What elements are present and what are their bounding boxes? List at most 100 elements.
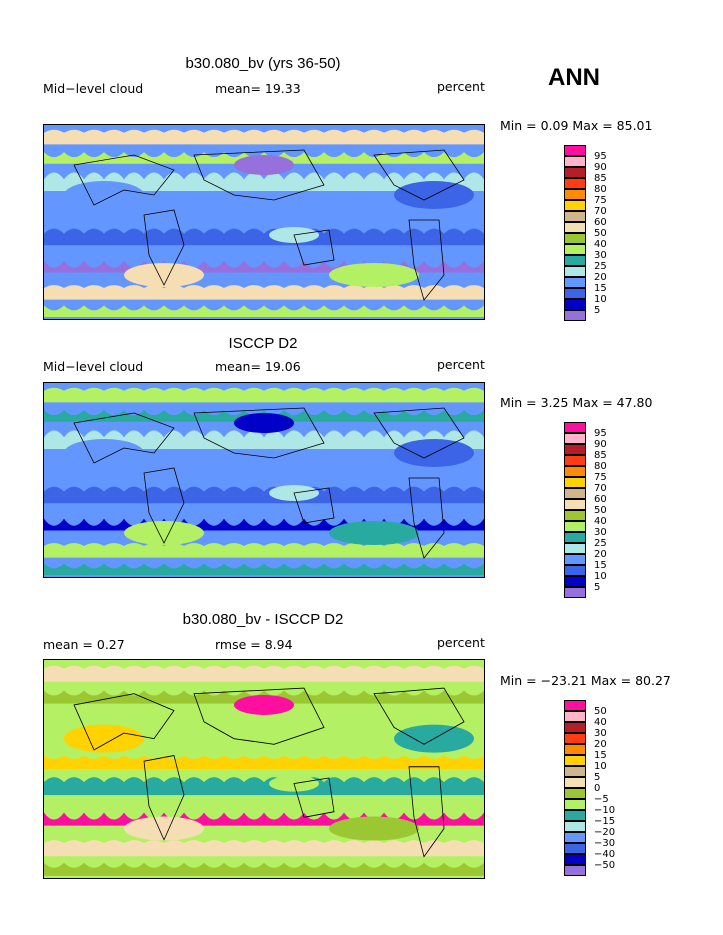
colorbar-label: 70 xyxy=(594,483,607,494)
colorbar-swatch xyxy=(564,200,586,211)
coastline xyxy=(73,154,175,206)
colorbar-swatch xyxy=(564,266,586,277)
colorbar-label: 95 xyxy=(594,151,607,162)
colorbar-label: 10 xyxy=(594,761,607,772)
colorbar-swatch xyxy=(564,422,586,433)
colorbar-swatch xyxy=(564,510,586,521)
contour-blob xyxy=(329,263,419,287)
colorbar-label: 20 xyxy=(594,549,607,560)
colorbar-swatch xyxy=(564,532,586,543)
colorbar-label: −40 xyxy=(594,849,616,860)
colorbar-label: 50 xyxy=(594,228,607,239)
colorbar-swatch xyxy=(564,499,586,510)
colorbar-swatch xyxy=(564,832,586,843)
colorbar-swatch xyxy=(564,455,586,466)
panel-2-mean-label: mean= 19.06 xyxy=(215,359,301,374)
panel-1-units-label: percent xyxy=(437,79,485,94)
coastline xyxy=(373,149,465,201)
colorbar-swatch xyxy=(564,433,586,444)
colorbar-swatch xyxy=(564,865,586,876)
colorbar-swatch xyxy=(564,722,586,733)
colorbar-label: 40 xyxy=(594,516,607,527)
panel-2-map xyxy=(43,382,485,578)
colorbar-label: 10 xyxy=(594,294,607,305)
colorbar-swatch xyxy=(564,766,586,777)
colorbar-label: 25 xyxy=(594,261,607,272)
contour-blob xyxy=(234,694,294,715)
contour-band xyxy=(44,542,484,558)
colorbar-label: 5 xyxy=(594,305,601,316)
colorbar-label: 40 xyxy=(594,239,607,250)
colorbar-swatch xyxy=(564,277,586,288)
colorbar-swatch xyxy=(564,477,586,488)
contour-band xyxy=(44,714,484,735)
panel-3-title: b30.080_bv - ISCCP D2 xyxy=(182,611,344,628)
colorbar-swatch xyxy=(564,810,586,821)
panel-1-min-max: Min = 0.09 Max = 85.01 xyxy=(500,118,653,133)
contour-blob xyxy=(64,439,144,467)
colorbar-label: 75 xyxy=(594,472,607,483)
contour-blob xyxy=(64,724,144,753)
coastline xyxy=(143,755,185,841)
contour-band xyxy=(44,387,484,403)
colorbar-swatch xyxy=(564,777,586,788)
colorbar-label: −20 xyxy=(594,827,616,838)
panel-1-contour-field xyxy=(44,125,484,319)
colorbar-label: 60 xyxy=(594,494,607,505)
colorbar-label: 0 xyxy=(594,783,601,794)
colorbar-swatch xyxy=(564,854,586,865)
panel-3-min-max: Min = −23.21 Max = 80.27 xyxy=(500,673,671,688)
coastline xyxy=(373,407,465,459)
contour-band xyxy=(44,563,484,576)
colorbar-swatch xyxy=(564,700,586,711)
contour-blob xyxy=(329,816,419,841)
panel-2-min-max: Min = 3.25 Max = 47.80 xyxy=(500,395,653,410)
contour-blob xyxy=(124,521,204,545)
colorbar-label: 95 xyxy=(594,428,607,439)
colorbar-swatch xyxy=(564,244,586,255)
panel-2-variable-label: Mid−level cloud xyxy=(43,359,144,374)
colorbar-swatch xyxy=(564,444,586,455)
colorbar-swatch xyxy=(564,554,586,565)
colorbar-swatch xyxy=(564,488,586,499)
contour-band xyxy=(44,430,484,449)
colorbar-label: 60 xyxy=(594,217,607,228)
colorbar-label: 30 xyxy=(594,728,607,739)
contour-blob xyxy=(329,521,419,545)
colorbar-swatch xyxy=(564,178,586,189)
contour-blob xyxy=(124,263,204,287)
colorbar-swatch xyxy=(564,521,586,532)
panel-1-variable-label: Mid−level cloud xyxy=(43,81,144,96)
panel-3-mean-label: mean = 0.27 xyxy=(43,637,125,652)
colorbar-swatch xyxy=(564,310,586,321)
colorbar-label: −50 xyxy=(594,860,616,871)
season-label: ANN xyxy=(548,64,600,91)
colorbar-label: 50 xyxy=(594,706,607,717)
colorbar-label: −10 xyxy=(594,805,616,816)
colorbar-label: 85 xyxy=(594,173,607,184)
coastline xyxy=(293,777,335,818)
panel-2-title: ISCCP D2 xyxy=(228,335,298,352)
contour-band xyxy=(44,305,484,318)
colorbar-swatch xyxy=(564,167,586,178)
contour-band xyxy=(44,172,484,191)
colorbar-swatch xyxy=(564,156,586,167)
colorbar-swatch xyxy=(564,576,586,587)
panel-1-map xyxy=(43,124,485,320)
contour-band xyxy=(44,210,484,222)
panel-1-title: b30.080_bv (yrs 36-50) xyxy=(185,55,341,72)
colorbar-label: 30 xyxy=(594,527,607,538)
colorbar-label: 40 xyxy=(594,717,607,728)
contour-band xyxy=(44,777,484,796)
colorbar-swatch xyxy=(564,145,586,156)
contour-band xyxy=(44,468,484,480)
colorbar-label: −5 xyxy=(594,794,609,805)
contour-band xyxy=(44,284,484,300)
colorbar-swatch xyxy=(564,755,586,766)
colorbar-label: 5 xyxy=(594,772,601,783)
colorbar-swatch xyxy=(564,466,586,477)
colorbar-swatch xyxy=(564,821,586,832)
colorbar-label: 15 xyxy=(594,560,607,571)
colorbar-swatch xyxy=(564,299,586,310)
colorbar-swatch xyxy=(564,543,586,554)
